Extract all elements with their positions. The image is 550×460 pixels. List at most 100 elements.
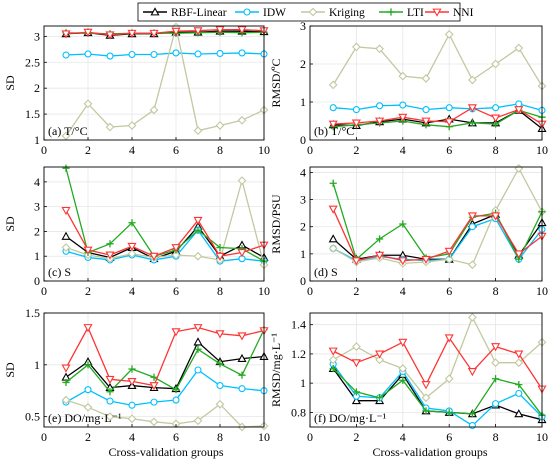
legend-item-nni: NNI xyxy=(425,7,474,19)
data-point xyxy=(128,365,136,373)
data-point xyxy=(421,255,431,265)
data-point xyxy=(515,389,523,397)
x-tick-label: 4 xyxy=(400,143,406,157)
data-point xyxy=(492,400,500,408)
data-point xyxy=(468,410,476,418)
data-point xyxy=(193,251,203,261)
data-point xyxy=(421,117,431,126)
series-idw xyxy=(62,49,268,60)
series-line xyxy=(332,363,543,427)
y-tick-label: 2 xyxy=(300,220,306,234)
data-point xyxy=(105,122,115,132)
x-axis-label-left: Cross-validation groups xyxy=(109,445,224,459)
data-point xyxy=(468,119,476,127)
x-tick-label: 10 xyxy=(536,143,548,157)
data-point xyxy=(171,328,181,337)
data-point xyxy=(127,121,137,130)
data-point xyxy=(149,252,159,261)
data-point xyxy=(83,402,93,412)
y-axis-label: SD xyxy=(3,362,17,378)
data-point xyxy=(351,359,361,368)
data-point xyxy=(83,28,93,37)
y-axis-label: SD xyxy=(3,75,17,91)
panel-b: 0 1 2 3 0 2 4 6 8 10 RMSD/ºC (b) T/°C xyxy=(269,19,548,157)
data-point xyxy=(84,386,92,394)
x-tick-label: 6 xyxy=(446,143,452,157)
y-tick-label: 3 xyxy=(34,29,40,43)
series-idw xyxy=(62,366,268,409)
data-point xyxy=(194,50,202,58)
plot-frame xyxy=(309,312,543,428)
data-point xyxy=(467,104,477,113)
y-tick-label: 4 xyxy=(300,165,306,179)
x-tick-label: 10 xyxy=(536,284,548,298)
data-point xyxy=(514,250,524,259)
y-tick-label: 1.2 xyxy=(291,347,306,361)
x-tick-label: 2 xyxy=(353,143,359,157)
y-axis-label: RMSD/mg·L⁻¹ xyxy=(269,333,283,407)
data-point xyxy=(444,247,454,256)
data-point xyxy=(215,252,225,261)
data-point xyxy=(193,416,203,426)
x-tick-label: 6 xyxy=(446,430,452,444)
data-point xyxy=(84,50,92,58)
data-point xyxy=(128,50,136,59)
legend: RBF-Linear IDW Kriging LTI NNI xyxy=(137,2,474,22)
y-tick-label: 0 xyxy=(34,274,40,288)
series-line xyxy=(332,32,543,87)
data-point xyxy=(62,51,70,59)
data-point xyxy=(150,398,158,406)
data-point xyxy=(352,342,361,351)
legend-marker xyxy=(150,7,160,16)
y-tick-label: 1 xyxy=(300,247,306,261)
series-line xyxy=(332,217,543,262)
data-point xyxy=(149,417,159,427)
x-tick-label: 0 xyxy=(41,143,47,157)
data-point xyxy=(421,381,431,390)
series-idw xyxy=(329,100,546,114)
x-tick-label: 6 xyxy=(173,284,179,298)
data-point xyxy=(171,244,181,253)
data-point xyxy=(467,212,477,221)
data-point xyxy=(127,29,137,38)
x-tick-label: 4 xyxy=(129,430,135,444)
y-axis-label: SD xyxy=(3,216,17,232)
data-point xyxy=(237,26,247,35)
series-line xyxy=(65,178,265,266)
series-line xyxy=(332,166,543,266)
data-point xyxy=(352,42,361,52)
series-line xyxy=(333,103,543,111)
series-kriging xyxy=(61,395,269,432)
data-point xyxy=(352,388,360,396)
data-point xyxy=(445,104,453,112)
data-point xyxy=(444,254,454,264)
data-point xyxy=(398,257,408,266)
data-point xyxy=(328,244,338,253)
data-point xyxy=(398,364,408,373)
data-point xyxy=(61,206,71,216)
data-point xyxy=(468,223,476,231)
data-point xyxy=(515,381,523,389)
data-point xyxy=(83,246,93,255)
data-point xyxy=(171,27,181,36)
data-point xyxy=(514,163,524,173)
data-point xyxy=(376,102,384,110)
data-point xyxy=(215,121,225,130)
x-tick-label: 10 xyxy=(258,143,270,157)
series-line xyxy=(333,109,543,128)
y-tick-label: 1 xyxy=(300,376,306,390)
data-point xyxy=(215,399,225,409)
data-point xyxy=(514,409,524,418)
data-point xyxy=(351,257,361,266)
x-tick-label: 0 xyxy=(307,284,313,298)
series-line xyxy=(333,106,543,125)
x-axis-label-right: Cross-validation groups xyxy=(373,445,488,459)
x-tick-label: 4 xyxy=(400,430,406,444)
data-point xyxy=(150,373,158,381)
x-tick-label: 4 xyxy=(129,143,135,157)
data-point xyxy=(127,414,137,424)
data-point xyxy=(444,29,454,39)
x-tick-label: 10 xyxy=(258,430,270,444)
